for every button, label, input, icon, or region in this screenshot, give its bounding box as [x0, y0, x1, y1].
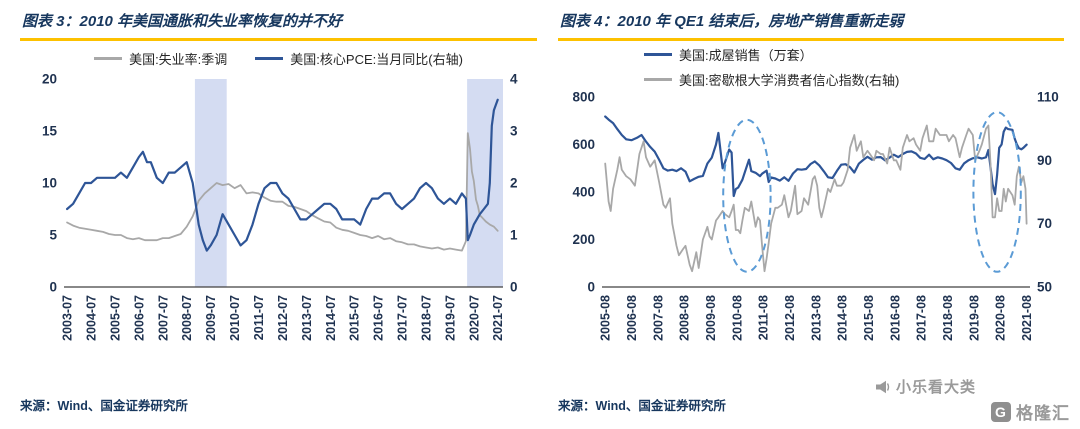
legend-label: 美国:密歇根大学消费者信心指数(右轴): [679, 73, 900, 88]
left-axis-tick-label: 5: [49, 228, 57, 243]
chart-title: 图表 3：2010 年美国通胀和失业率恢复的并不好: [20, 6, 537, 41]
left-axis-tick-label: 10: [42, 176, 57, 191]
right-axis-tick-label: 2: [510, 176, 518, 191]
x-axis-tick-label: 2006-08: [625, 295, 639, 341]
legend-item: 美国:失业率:季调: [94, 49, 227, 68]
source-note: 来源：Wind、国金证券研究所: [20, 399, 188, 413]
right-axis-tick-label: 4: [510, 72, 518, 87]
x-axis-labels: 2003-07 2004-07 2005-07 2006-07 2007-07 2008-…: [61, 295, 506, 341]
legend-item: 美国:密歇根大学消费者信心指数(右轴): [644, 70, 899, 89]
x-axis-tick-label: 2004-07: [85, 295, 99, 341]
x-axis-tick-label: 2021-07: [491, 295, 505, 341]
legend-label: 美国:失业率:季调: [129, 51, 228, 67]
x-axis-tick-label: 2019-08: [967, 295, 981, 341]
left-axis-tick-label: 800: [572, 90, 595, 105]
x-axis-tick-label: 2006-07: [132, 295, 146, 341]
left-axis-tick-label: 15: [42, 124, 58, 139]
qe-period-band: [467, 79, 503, 287]
qe-period-band: [194, 79, 227, 287]
x-axis-tick-label: 2008-08: [678, 295, 692, 341]
x-axis-tick-label: 2011-08: [757, 295, 771, 340]
highlight-ellipse: [972, 111, 1022, 273]
x-axis-tick-label: 2020-08: [994, 295, 1008, 341]
x-axis-tick-label: 2017-08: [915, 295, 929, 341]
x-axis-tick-label: 2009-08: [704, 295, 718, 341]
right-axis-tick-label: 70: [1037, 216, 1052, 231]
x-axis-tick-label: 2012-08: [783, 295, 797, 341]
chart-title: 图表 4：2010 年 QE1 结束后，房地产销售重新走弱: [558, 6, 1064, 41]
left-axis-tick-label: 0: [49, 280, 57, 295]
legend-swatch: [255, 56, 284, 60]
y-axis-labels: 0 5 10 15 20 0 1 2 3 4: [42, 72, 518, 295]
x-axis-tick-label: 2017-07: [396, 295, 410, 341]
x-axis-tick-label: 2012-07: [276, 295, 290, 341]
legend-swatch: [94, 56, 123, 60]
x-axis-tick-label: 2010-07: [228, 295, 242, 341]
legend: 美国:成屋销售（万套） 美国:密歇根大学消费者信心指数(右轴): [558, 45, 1064, 89]
legend-item: 美国:核心PCE:当月同比(右轴): [255, 49, 463, 68]
right-axis-tick-label: 110: [1037, 90, 1059, 105]
legend-item: 美国:成屋销售（万套）: [644, 45, 813, 64]
x-axis-tick-label: 2007-08: [651, 295, 665, 341]
x-axis-tick-label: 2009-07: [204, 295, 218, 341]
unemployment-core-pce-chart: 0 5 10 15 20 0 1 2 3 4 2003-07 2004-07 2005-07 2006-0…: [42, 72, 518, 341]
x-axis-tick-label: 2007-07: [156, 295, 170, 341]
y-axis-labels: 0 200 400 600 800 50 70 90 110: [572, 90, 1058, 295]
x-axis-tick-label: 2020-07: [467, 295, 481, 341]
x-axis-tick-label: 2005-07: [109, 295, 123, 341]
home-sales-sentiment-chart: 0 200 400 600 800 50 70 90 110 2005-08 2006-08 2007…: [572, 90, 1058, 341]
x-axis-labels: 2005-08 2006-08 2007-08 2008-08 2009-08 2010-…: [599, 295, 1034, 341]
legend: 美国:失业率:季调 美国:核心PCE:当月同比(右轴): [20, 47, 537, 69]
legend-swatch: [644, 78, 672, 81]
x-axis-tick-label: 2016-08: [888, 295, 902, 341]
right-axis-tick-label: 50: [1037, 280, 1052, 295]
series-line-right: [604, 124, 1028, 273]
x-axis-tick-label: 2011-07: [252, 295, 266, 340]
x-axis-tick-label: 2008-07: [180, 295, 194, 341]
chart-panel-inflation-unemployment: 图表 3：2010 年美国通胀和失业率恢复的并不好 美国:失业率:季调 美国:核心…: [20, 6, 537, 414]
logo-icon: G: [991, 401, 1011, 422]
right-axis-tick-label: 90: [1037, 153, 1052, 168]
left-axis-tick-label: 20: [42, 72, 57, 87]
right-axis-tick-label: 3: [510, 124, 518, 139]
left-axis-tick-label: 0: [587, 280, 595, 295]
chart-panel-home-sales-sentiment: 图表 4：2010 年 QE1 结束后，房地产销售重新走弱 美国:成屋销售（万套…: [558, 6, 1064, 414]
series-line-right: [65, 98, 499, 252]
x-axis-tick-label: 2018-07: [420, 295, 434, 341]
x-axis-tick-label: 2014-07: [324, 295, 338, 341]
megaphone-icon: [875, 380, 890, 393]
right-axis-tick-label: 1: [510, 228, 518, 243]
left-axis-tick-label: 200: [572, 232, 595, 247]
legend-label: 美国:核心PCE:当月同比(右轴): [290, 51, 463, 67]
publisher-logo: G 格隆汇: [991, 399, 1070, 424]
watermark-text: 小乐看大类: [895, 379, 976, 396]
left-axis-tick-label: 600: [572, 137, 595, 152]
right-axis-tick-label: 0: [510, 280, 518, 295]
x-axis-tick-label: 2013-07: [300, 295, 314, 341]
series-line-left: [66, 132, 499, 252]
x-axis-tick-label: 2016-07: [372, 295, 386, 341]
legend-label: 美国:成屋销售（万套）: [679, 48, 813, 63]
watermark: 小乐看大类: [875, 376, 976, 397]
x-axis-tick-label: 2019-07: [443, 295, 457, 341]
x-axis-tick-label: 2013-08: [809, 295, 823, 341]
x-axis-tick-label: 2010-08: [730, 295, 744, 341]
left-axis-tick-label: 400: [572, 185, 595, 200]
legend-swatch: [644, 53, 672, 56]
x-axis-tick-label: 2021-08: [1020, 295, 1034, 341]
x-axis-tick-label: 2003-07: [61, 295, 75, 341]
x-axis-tick-label: 2018-08: [941, 295, 955, 341]
logo-text: 格隆汇: [1016, 404, 1070, 423]
source-note: 来源：Wind、国金证券研究所: [558, 399, 726, 413]
x-axis-tick-label: 2014-08: [836, 295, 850, 341]
x-axis-tick-label: 2005-08: [599, 295, 613, 341]
highlight-ellipse: [722, 118, 772, 273]
x-axis-tick-label: 2015-07: [348, 295, 362, 341]
x-axis-tick-label: 2015-08: [862, 295, 876, 341]
